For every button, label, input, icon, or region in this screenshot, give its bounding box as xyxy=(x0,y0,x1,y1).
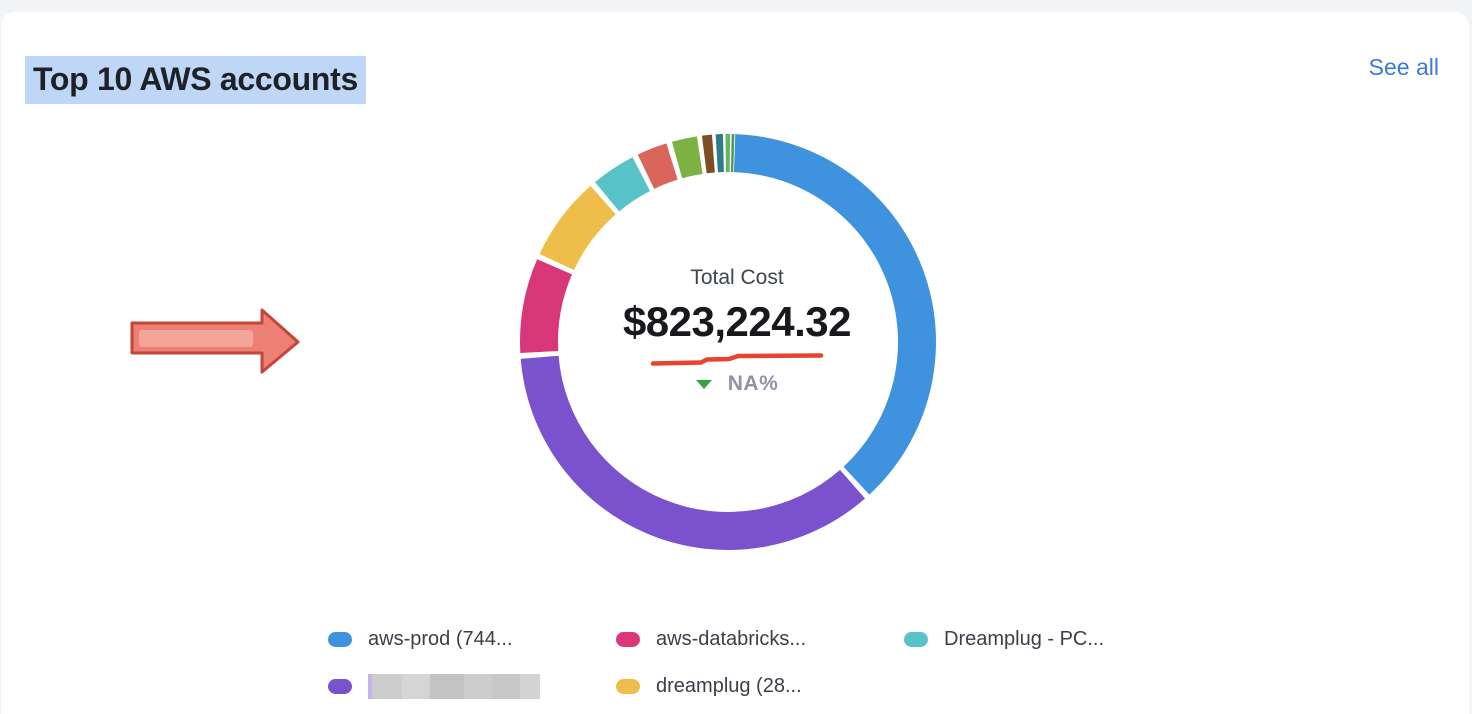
redacted-annotation-text xyxy=(139,330,253,347)
legend-item[interactable]: dreamplug (28... xyxy=(616,674,904,698)
legend-swatch-icon xyxy=(616,631,640,647)
legend-label: aws-databricks... xyxy=(656,627,807,650)
legend-label: dreamplug (28... xyxy=(656,674,802,697)
donut-chart[interactable] xyxy=(500,114,956,570)
legend-item[interactable]: aws-databricks... xyxy=(616,627,904,651)
see-all-link[interactable]: See all xyxy=(1368,54,1439,80)
legend-swatch-icon xyxy=(328,678,352,694)
donut-segment[interactable] xyxy=(539,185,616,271)
legend-swatch-icon xyxy=(616,678,640,694)
donut-segment[interactable] xyxy=(671,136,703,179)
legend-item[interactable] xyxy=(328,673,616,699)
screen: Top 10 AWS accounts See all Total Cost $… xyxy=(1,12,1469,714)
donut-segment[interactable] xyxy=(733,134,936,495)
legend-swatch-icon xyxy=(328,631,352,647)
legend-swatch-icon xyxy=(904,631,928,647)
legend-item[interactable]: aws-prod (744... xyxy=(328,627,616,651)
donut-segment[interactable] xyxy=(730,134,735,173)
donut-segment[interactable] xyxy=(701,134,715,174)
hand-drawn-arrow-annotation xyxy=(130,308,300,374)
donut-segment[interactable] xyxy=(725,134,731,173)
legend-item[interactable]: Dreamplug - PC... xyxy=(904,627,1104,651)
donut-segment[interactable] xyxy=(520,355,866,551)
donut-segment[interactable] xyxy=(637,143,678,189)
donut-segment[interactable] xyxy=(594,157,650,212)
chart-legend: aws-prod (744... aws-databricks... Dreampl… xyxy=(328,627,1104,699)
donut-segment[interactable] xyxy=(715,134,724,173)
legend-label: aws-prod (744... xyxy=(368,627,513,650)
donut-segment[interactable] xyxy=(519,259,573,354)
legend-label: Dreamplug - PC... xyxy=(944,627,1105,650)
redacted-legend-label xyxy=(368,673,540,699)
page-title: Top 10 AWS accounts xyxy=(25,56,367,104)
card-header: Top 10 AWS accounts xyxy=(25,56,367,104)
top-accounts-card: Top 10 AWS accounts See all Total Cost $… xyxy=(1,12,1469,714)
